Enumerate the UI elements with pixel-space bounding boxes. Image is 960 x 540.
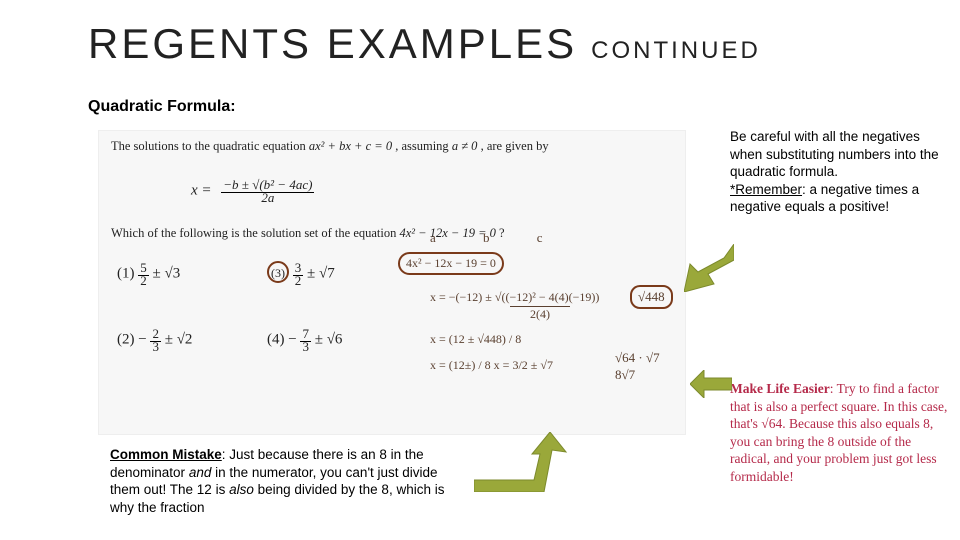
callout-tip: Make Life Easier: Try to find a factor t… xyxy=(730,380,948,485)
hand-step-1-den: 2(4) xyxy=(510,306,570,323)
formula-lhs: x = xyxy=(191,182,212,198)
option-1-label: (1) xyxy=(117,265,135,281)
hand-simplify-2: 8√7 xyxy=(615,367,660,384)
worksheet-question: Which of the following is the solution s… xyxy=(111,226,673,241)
hand-circled-equation: 4x² − 12x − 19 = 0 xyxy=(398,252,504,275)
worksheet-intro: The solutions to the quadratic equation … xyxy=(111,139,673,154)
section-subtitle: Quadratic Formula: xyxy=(88,98,236,116)
option-2-label: (2) xyxy=(117,331,135,347)
arrow-top-right-icon xyxy=(684,244,734,292)
hand-abc-labels: a b c xyxy=(430,230,565,246)
option-3-circle-icon: (3) xyxy=(267,261,289,283)
callout-tip-body: : Try to find a factor that is also a pe… xyxy=(730,381,947,484)
option-1: (1) 52 ± √3 xyxy=(117,261,267,287)
option-4-tail: ± √6 xyxy=(315,331,343,347)
option-4-pre: − xyxy=(288,331,296,347)
hand-step-1: x = −(−12) ± √((−12)² − 4(4)(−19)) xyxy=(430,290,599,306)
formula-denominator: 2a xyxy=(259,190,276,205)
hand-work-steps: x = −(−12) ± √((−12)² − 4(4)(−19)) 2(4) … xyxy=(430,290,599,373)
option-2: (2) − 23 ± √2 xyxy=(117,327,267,353)
intro-eq: ax² + bx + c = 0 xyxy=(309,139,392,153)
quadratic-formula: x = −b ± √(b² − 4ac) 2a xyxy=(191,178,673,204)
option-3-tail: ± √7 xyxy=(307,265,335,281)
hand-simplify: √64 · √7 8√7 xyxy=(615,350,660,384)
question-prefix: Which of the following is the solution s… xyxy=(111,226,400,240)
option-2-tail: ± √2 xyxy=(165,331,193,347)
option-3: (3) 32 ± √7 xyxy=(267,261,417,287)
arrow-bottom-icon xyxy=(474,432,574,492)
intro-mid: , assuming xyxy=(395,139,452,153)
callout-right-text: Be careful with all the negatives when s… xyxy=(730,129,939,179)
option-1-tail: ± √3 xyxy=(153,265,181,281)
arrow-right-icon xyxy=(690,370,732,398)
intro-suffix: , are given by xyxy=(481,139,549,153)
callout-tip-heading: Make Life Easier xyxy=(730,381,830,396)
worksheet-panel: The solutions to the quadratic equation … xyxy=(98,130,686,435)
hand-step-3: x = (12±) / 8 x = 3/2 ± √7 xyxy=(430,358,599,374)
callout-right: Be careful with all the negatives when s… xyxy=(730,128,944,216)
page-title-continued: CONTINUED xyxy=(591,37,761,65)
callout-bottom: Common Mistake: Just because there is an… xyxy=(110,446,460,516)
callout-bottom-label: Common Mistake xyxy=(110,447,222,462)
option-4: (4) − 73 ± √6 xyxy=(267,327,417,353)
intro-prefix: The solutions to the quadratic equation xyxy=(111,139,309,153)
page-title: REGENTS EXAMPLES xyxy=(88,20,577,68)
hand-step-2: x = (12 ± √448) / 8 xyxy=(430,332,599,348)
intro-cond: a ≠ 0 xyxy=(452,139,478,153)
hand-simplify-1: √64 · √7 xyxy=(615,350,660,367)
hand-root-448: √448 xyxy=(630,285,673,309)
callout-right-star-label: *Remember xyxy=(730,182,802,197)
page-title-row: REGENTS EXAMPLES CONTINUED xyxy=(88,20,761,68)
option-4-label: (4) xyxy=(267,331,285,347)
option-2-pre: − xyxy=(138,331,146,347)
